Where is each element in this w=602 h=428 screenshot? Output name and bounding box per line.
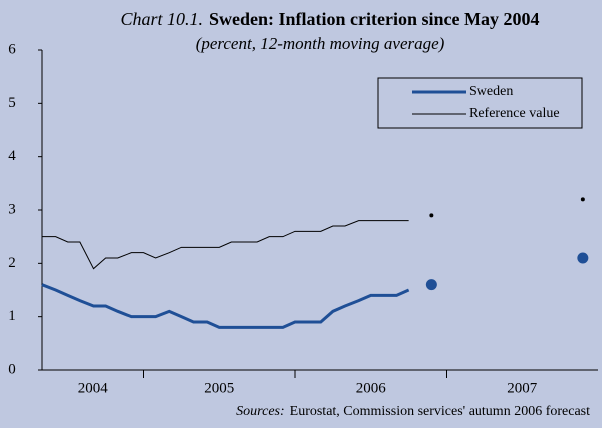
y-tick-label: 1 [8, 308, 16, 324]
chart-subtitle: (percent, 12-month moving average) [196, 34, 445, 53]
legend-box [377, 77, 583, 129]
legend-label: Reference value [469, 106, 560, 121]
source: Eurostat, Commission services' autumn 20… [290, 404, 590, 419]
chart-title-group: Chart 10.1. Sweden: Inflation criterion s… [121, 9, 540, 29]
x-category-label: 2005 [204, 380, 234, 396]
y-tick-label: 4 [8, 148, 16, 164]
x-category-label: 2007 [507, 380, 538, 396]
x-category-label: 2006 [356, 380, 387, 396]
title-prefix: Chart 10.1. [121, 9, 204, 29]
forecast-dot [429, 213, 434, 218]
x-category-label: 2004 [78, 380, 109, 396]
source-group: Sources: Eurostat, Commission services' a… [236, 404, 590, 419]
forecast-dot [580, 197, 585, 202]
y-tick-label: 6 [8, 41, 16, 57]
y-tick-label: 3 [8, 201, 16, 217]
series-line [42, 220, 409, 270]
source-prefix: Sources: [236, 404, 284, 419]
chart-title: Sweden: Inflation criterion since May 20… [209, 9, 539, 29]
legend-label: Sweden [469, 84, 513, 99]
forecast-dot [577, 252, 589, 264]
y-tick-label: 2 [8, 255, 16, 271]
y-tick-label: 0 [8, 361, 16, 377]
forecast-dot [425, 279, 437, 291]
series-line [41, 283, 410, 329]
y-tick-label: 5 [8, 95, 16, 111]
